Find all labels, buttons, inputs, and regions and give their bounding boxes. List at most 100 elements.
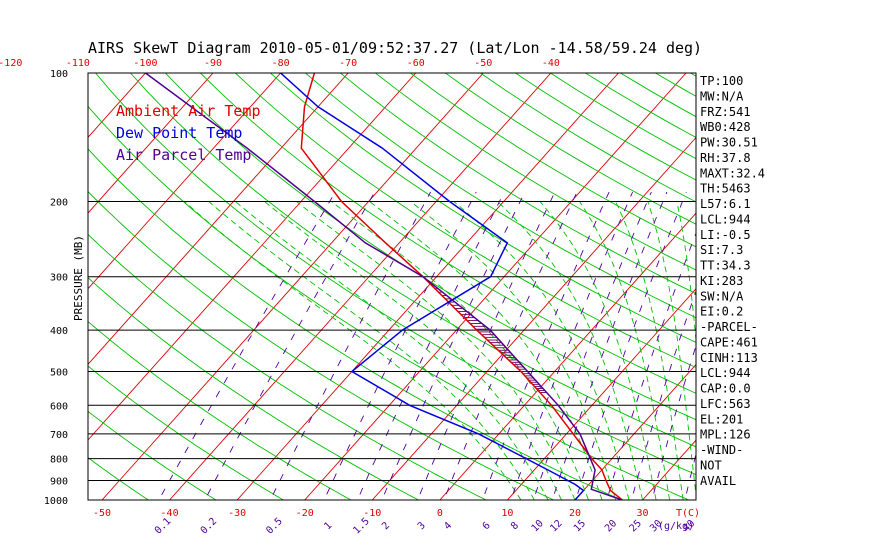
dry-adiabat-line	[88, 320, 352, 500]
sounding-index-label: LCL:944	[700, 212, 751, 226]
mixing-ratio-tick-label: 1	[322, 520, 334, 532]
dry-adiabat-line	[0, 73, 25, 509]
top-temp-tick-label: -70	[339, 58, 357, 69]
isotherm-line	[169, 73, 552, 500]
moist-adiabat-line	[579, 201, 671, 500]
isotherm-line	[845, 73, 870, 500]
mixing-ratio-line	[575, 191, 687, 500]
legend-ambient-air-temp: Ambient Air Temp	[116, 102, 261, 120]
moist-adiabat-line	[208, 201, 535, 500]
sounding-index-label: -WIND-	[700, 443, 743, 457]
sounding-index-label: SI:7.3	[700, 243, 743, 257]
pressure-tick-label: 500	[50, 367, 68, 378]
pressure-tick-label: 1000	[44, 496, 68, 507]
parcel-temp-line	[145, 73, 623, 500]
mixing-ratio-line	[551, 191, 668, 500]
dry-adiabat-line	[88, 148, 623, 500]
mixing-ratio-line	[158, 191, 336, 500]
mixing-ratio-tick-label: 8	[509, 520, 521, 532]
isotherm-line	[88, 73, 214, 214]
isotherm-line	[304, 73, 687, 500]
moist-adiabat-line	[369, 201, 603, 500]
top-temp-tick-label: -80	[272, 58, 290, 69]
mixing-ratio-line	[510, 191, 634, 500]
sounding-index-label: WB0:428	[700, 120, 751, 134]
sounding-index-label: TP:100	[700, 74, 743, 88]
mixing-ratio-line	[606, 231, 696, 500]
sounding-index-label: MAXT:32.4	[700, 166, 765, 180]
mixing-ratio-line	[631, 289, 696, 500]
mixing-ratio-unit-label: (g/kg)	[658, 521, 694, 532]
chart-title: AIRS SkewT Diagram 2010-05-01/09:52:37.2…	[88, 39, 702, 57]
dry-adiabat-line	[95, 73, 696, 476]
mixing-ratio-tick-label: 0.1	[153, 516, 174, 537]
top-temp-tick-label: -60	[407, 58, 425, 69]
isotherm-line	[88, 73, 417, 441]
top-temp-tick-label: -90	[204, 58, 222, 69]
sounding-index-label: TH:5463	[700, 182, 751, 196]
mixing-ratio-line	[443, 191, 578, 500]
sounding-index-label: CAP:0.0	[700, 382, 751, 396]
mixing-ratio-line	[651, 344, 696, 500]
sounding-index-label: CINH:113	[700, 351, 758, 365]
mixing-ratio-tick-label: 15	[572, 518, 588, 534]
mixing-ratio-tick-label: 10	[530, 518, 546, 534]
top-temp-tick-label: -40	[542, 58, 560, 69]
dry-adiabat-line	[130, 73, 696, 448]
isotherm-line	[507, 288, 696, 500]
ambient-temp-line	[300, 73, 623, 500]
dry-adiabat-line	[235, 73, 696, 369]
pressure-tick-label: 600	[50, 401, 68, 412]
mixing-ratio-tick-label: 12	[548, 518, 564, 534]
moist-adiabat-line	[647, 201, 696, 499]
mixing-ratio-tick-label: 25	[628, 518, 644, 534]
mixing-ratio-line	[482, 191, 610, 500]
bottom-temp-tick-label: 30	[637, 508, 649, 519]
dry-adiabat-line	[88, 190, 555, 500]
pressure-tick-label: 900	[50, 476, 68, 487]
sounding-index-label: EL:201	[700, 412, 743, 426]
sounding-index-label: TT:34.3	[700, 259, 751, 273]
dry-adiabat-line	[340, 73, 696, 295]
sounding-index-label: MW:N/A	[700, 89, 744, 103]
mixing-ratio-tick-label: 3	[416, 520, 428, 532]
bottom-temp-tick-label: 0	[437, 508, 443, 519]
bottom-temp-tick-label: -40	[161, 508, 179, 519]
bottom-temp-tick-label: -10	[363, 508, 381, 519]
bottom-temp-tick-label: -50	[93, 508, 111, 519]
moist-adiabat-line	[539, 201, 657, 500]
legend-air-parcel-temp: Air Parcel Temp	[116, 146, 251, 164]
moist-adiabat-line	[453, 201, 630, 500]
sounding-index-label: LCL:944	[700, 366, 751, 380]
mixing-ratio-line	[356, 191, 505, 500]
legend-dew-point-temp: Dew Point Temp	[116, 124, 242, 142]
sounding-index-label: AVAIL	[700, 474, 736, 488]
top-temp-tick-label: -50	[474, 58, 492, 69]
mixing-ratio-tick-label: 4	[442, 520, 454, 532]
sounding-index-label: CAPE:461	[700, 335, 758, 349]
pressure-tick-label: 300	[50, 273, 68, 284]
isotherm-line	[371, 136, 696, 500]
moist-adiabat-line	[264, 201, 562, 500]
sounding-index-label: LFC:563	[700, 397, 751, 411]
pressure-tick-label: 400	[50, 326, 68, 337]
mixing-ratio-tick-label: 6	[481, 520, 493, 532]
temp-unit-label: T(C)	[676, 508, 700, 519]
mixing-ratio-line	[532, 191, 652, 500]
top-temp-tick-label: -120	[0, 58, 22, 69]
isotherm-line	[88, 73, 349, 366]
pressure-tick-label: 100	[50, 69, 68, 80]
dry-adiabat-line	[655, 73, 696, 97]
dry-adiabat-line	[795, 73, 870, 509]
sounding-index-label: NOT	[700, 459, 722, 473]
sounding-index-label: -PARCEL-	[700, 320, 758, 334]
mixing-ratio-tick-label: 0.2	[199, 516, 220, 537]
sounding-index-label: KI:283	[700, 274, 743, 288]
dry-adiabat-line	[305, 73, 696, 319]
mixing-ratio-line	[204, 191, 376, 500]
sounding-index-label: LI:-0.5	[700, 228, 751, 242]
dry-adiabat-line	[200, 73, 696, 394]
y-axis-label: PRESSURE (MB)	[72, 235, 85, 321]
dry-adiabat-line	[375, 73, 696, 271]
